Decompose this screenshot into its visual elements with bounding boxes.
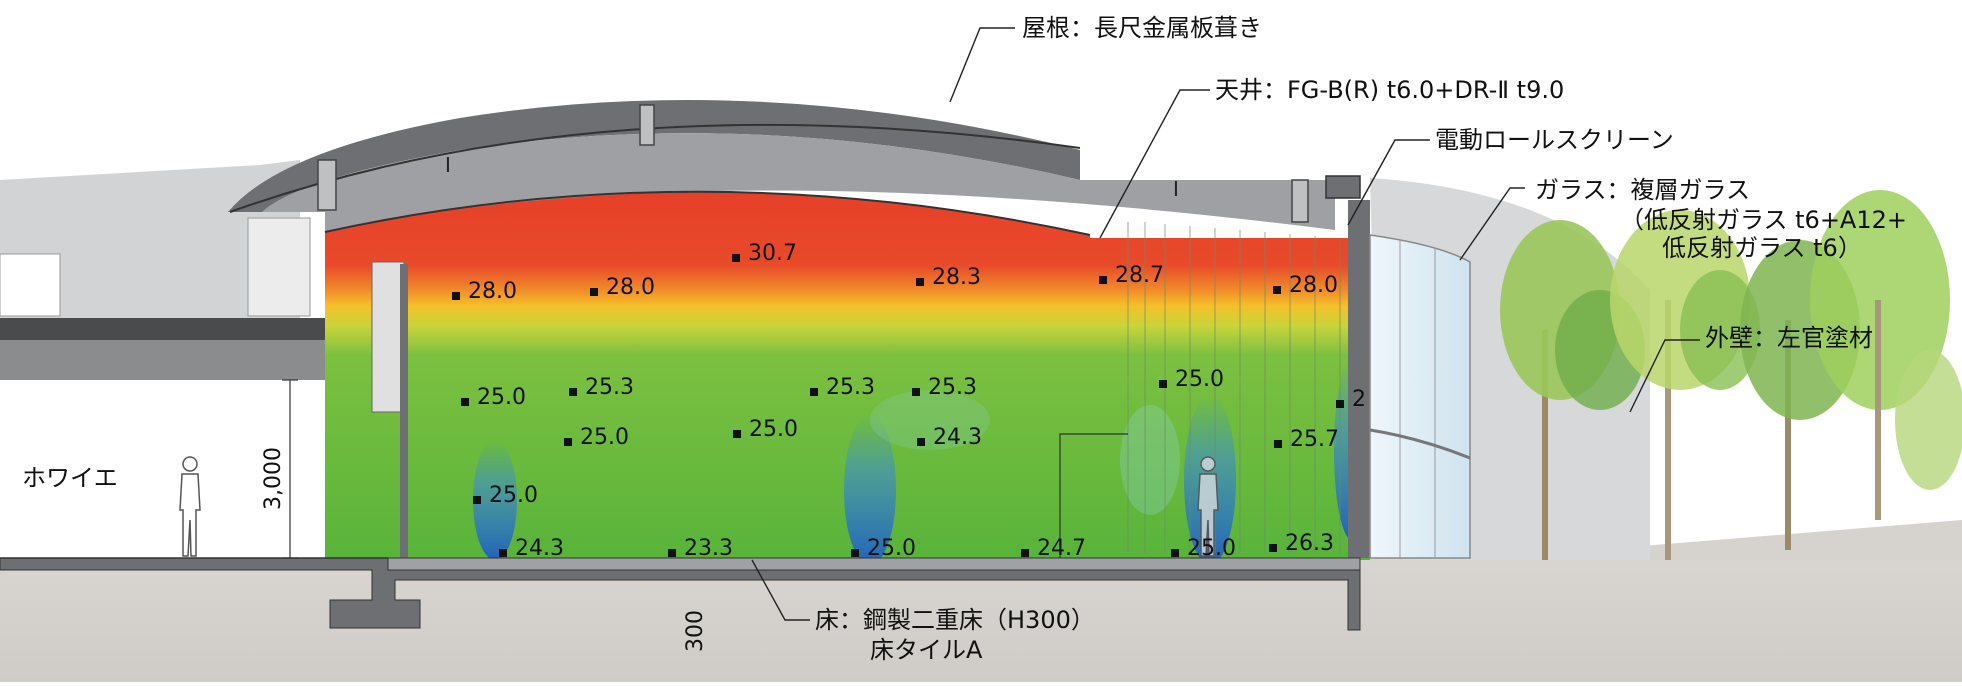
temperature-marker — [733, 430, 741, 438]
temperature-value: 28.3 — [932, 265, 981, 290]
temperature-value: 2 — [1352, 387, 1366, 412]
person-silhouette-icon — [1197, 456, 1219, 557]
temperature-marker — [1171, 549, 1179, 557]
temperature-marker — [473, 496, 481, 504]
dimension-height: 3,000 — [261, 379, 298, 559]
temperature-value: 25.7 — [1290, 427, 1339, 452]
temperature-value: 28.0 — [468, 279, 517, 304]
temperature-marker — [1159, 380, 1167, 388]
temperature-marker — [916, 278, 924, 286]
temperature-value: 25.0 — [1187, 536, 1236, 561]
floor-tile-label: 床タイルA — [870, 636, 983, 664]
temperature-marker — [590, 288, 598, 296]
glass-label: ガラス：複層ガラス — [1535, 176, 1750, 204]
background-building-left — [0, 160, 300, 320]
temperature-marker — [564, 438, 572, 446]
temperature-marker — [461, 398, 469, 406]
glass-spec-label-1: （低反射ガラス t6+A12+ — [1620, 206, 1907, 234]
svg-text:I: I — [445, 153, 451, 177]
temperature-value: 28.0 — [606, 275, 655, 300]
temperature-value: 25.0 — [749, 417, 798, 442]
leader-lines — [751, 27, 1700, 621]
temperature-marker — [732, 254, 740, 262]
temperature-marker — [1273, 286, 1281, 294]
foyer-label: ホワイエ — [22, 464, 118, 492]
temperature-marker — [452, 292, 460, 300]
temperature-marker — [499, 549, 507, 557]
wall-label: 外壁：左官塗材 — [1705, 324, 1873, 352]
temperature-value: 25.3 — [585, 375, 634, 400]
roll-screen — [1127, 222, 1341, 553]
roll-screen-label: 電動ロールスクリーン — [1435, 126, 1674, 154]
temperature-value: 25.3 — [928, 375, 977, 400]
temperature-marker — [668, 549, 676, 557]
temperature-value: 25.0 — [489, 483, 538, 508]
temperature-marker — [1274, 440, 1282, 448]
roof-label: 屋根：長尺金属板葺き — [1022, 14, 1262, 42]
temperature-marker — [1269, 544, 1277, 552]
svg-text:3,000: 3,000 — [261, 447, 286, 510]
roof-structure — [262, 133, 1335, 232]
glazing — [1369, 234, 1471, 559]
foundation — [0, 557, 1361, 631]
temperature-value: 24.7 — [1037, 536, 1086, 561]
floor-label: 床：鋼製二重床（H300） — [815, 606, 1095, 634]
roof-parapet — [1325, 175, 1361, 199]
temperature-value: 23.3 — [684, 536, 733, 561]
temperature-marker — [1021, 549, 1029, 557]
glass-spec-label-2: 低反射ガラス t6） — [1662, 234, 1862, 262]
temperature-value: 26.3 — [1285, 531, 1334, 556]
upper-slab — [0, 318, 380, 340]
temperature-marker — [917, 438, 925, 446]
svg-text:I: I — [1173, 177, 1179, 201]
temperature-value: 24.3 — [933, 425, 982, 450]
temperature-value: 25.3 — [826, 375, 875, 400]
dimension-underfloor: 300 — [683, 610, 708, 652]
temperature-marker — [810, 388, 818, 396]
temperature-marker — [569, 388, 577, 396]
temperature-marker — [851, 549, 859, 557]
temperature-value: 28.7 — [1115, 263, 1164, 288]
background-window — [0, 253, 61, 317]
temperature-value: 24.3 — [515, 536, 564, 561]
temperature-value: 25.0 — [867, 536, 916, 561]
temperature-value: 25.0 — [477, 385, 526, 410]
tree-icon — [1500, 190, 1962, 560]
temperature-marker — [912, 388, 920, 396]
temperature-value: 28.0 — [1289, 273, 1338, 298]
temperature-marker — [1336, 400, 1344, 408]
temperature-value: 30.7 — [748, 241, 797, 266]
temperature-points: 30.7 28.0 28.0 28.3 28.7 28.0 25.0 25.3 25.3 25.3… — [452, 241, 1366, 561]
ceiling-label: 天井：FG-B(R) t6.0+DR-Ⅱ t9.0 — [1215, 76, 1564, 104]
temperature-value: 25.0 — [580, 425, 629, 450]
temperature-value: 25.0 — [1175, 367, 1224, 392]
person-silhouette-icon — [179, 456, 201, 557]
temperature-marker — [1099, 276, 1107, 284]
